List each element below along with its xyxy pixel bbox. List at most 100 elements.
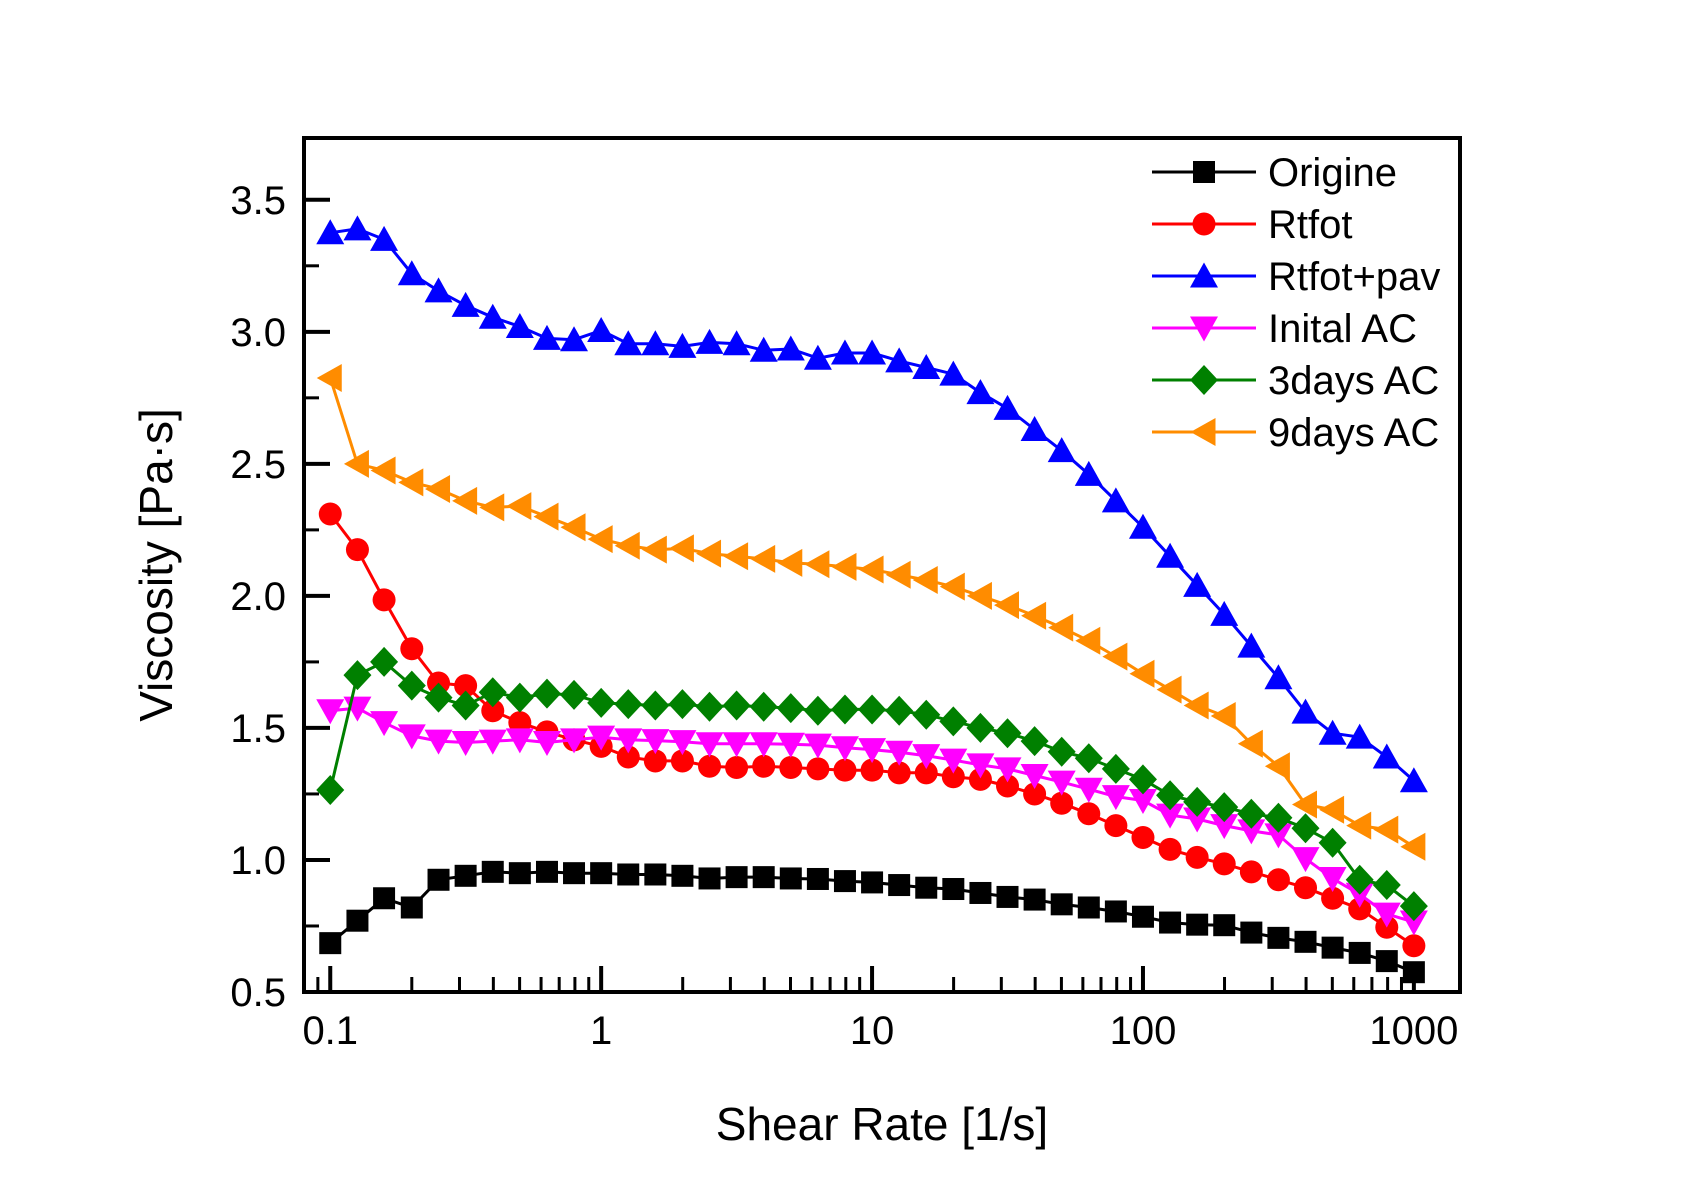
triangle-left-marker-icon — [452, 486, 478, 515]
circle-marker-icon — [806, 757, 830, 781]
square-marker-icon — [508, 862, 531, 885]
triangle-up-marker-icon — [1399, 767, 1428, 793]
triangle-up-marker-icon — [343, 215, 372, 241]
triangle-left-marker-icon — [858, 555, 884, 584]
diamond-marker-icon — [316, 774, 345, 805]
triangle-down-marker-icon — [1128, 789, 1157, 815]
diamond-marker-icon — [695, 691, 724, 722]
circle-marker-icon — [914, 761, 938, 785]
triangle-up-marker-icon — [722, 330, 751, 356]
triangle-down-marker-icon — [1183, 807, 1212, 833]
circle-marker-icon — [1023, 782, 1047, 806]
y-tick-label: 1.5 — [230, 707, 286, 751]
circle-marker-icon — [1158, 837, 1182, 861]
diamond-marker-icon — [885, 695, 914, 726]
y-tick-label: 2.5 — [230, 443, 286, 487]
diamond-marker-icon — [505, 682, 534, 713]
triangle-down-marker-icon — [1318, 866, 1347, 892]
circle-marker-icon — [1077, 802, 1101, 826]
triangle-up-marker-icon — [478, 303, 507, 329]
triangle-down-marker-icon — [803, 733, 832, 759]
circle-marker-icon — [1185, 845, 1209, 869]
diamond-marker-icon — [1074, 743, 1103, 774]
diamond-marker-icon — [912, 699, 941, 730]
legend-item-rtfot-pav: Rtfot+pav — [1152, 255, 1440, 299]
triangle-left-marker-icon — [1264, 752, 1290, 781]
square-marker-icon — [1267, 926, 1290, 949]
triangle-left-marker-icon — [750, 544, 776, 573]
diamond-marker-icon — [1210, 792, 1239, 823]
triangle-down-marker-icon — [830, 736, 859, 762]
square-marker-icon — [888, 874, 911, 897]
square-marker-icon — [481, 860, 504, 883]
square-marker-icon — [1023, 888, 1046, 911]
square-marker-icon — [1186, 913, 1209, 936]
triangle-up-marker-icon — [1128, 513, 1157, 539]
triangle-up-marker-icon — [1372, 743, 1401, 769]
diamond-marker-icon — [776, 693, 805, 724]
triangle-up-marker-icon — [1318, 719, 1347, 745]
triangle-up-marker-icon — [1291, 698, 1320, 724]
triangle-down-marker-icon — [1210, 814, 1239, 840]
diamond-marker-icon — [1345, 864, 1374, 895]
square-marker-icon — [617, 863, 640, 886]
triangle-down-marker-icon — [1047, 770, 1076, 796]
circle-marker-icon — [1402, 934, 1426, 958]
legend-triangle-down-icon — [1190, 316, 1218, 342]
triangle-up-marker-icon — [803, 344, 832, 370]
diamond-marker-icon — [1318, 827, 1347, 858]
axes-box — [302, 136, 1462, 994]
circle-marker-icon — [941, 765, 965, 789]
circle-marker-icon — [1348, 897, 1372, 921]
triangle-left-marker-icon — [533, 502, 559, 531]
diamond-marker-icon — [1156, 780, 1185, 811]
plot-area: 0.5 1.0 1.5 2.0 2.5 3.0 3.5 0.1 1 10 100 1000 — [230, 136, 1462, 1053]
legend-square-icon — [1193, 161, 1215, 183]
triangle-up-marker-icon — [397, 260, 426, 286]
triangle-up-marker-icon — [776, 335, 805, 361]
circle-marker-icon — [996, 774, 1020, 798]
square-marker-icon — [319, 932, 342, 955]
diamond-marker-icon — [370, 646, 399, 677]
triangle-left-marker-icon — [994, 591, 1020, 620]
y-axis-ticks: 0.5 1.0 1.5 2.0 2.5 3.0 3.5 — [230, 179, 330, 1015]
triangle-down-marker-icon — [478, 729, 507, 755]
triangle-left-marker-icon — [804, 550, 830, 579]
circle-marker-icon — [345, 538, 369, 562]
triangle-down-marker-icon — [993, 757, 1022, 783]
triangle-up-marker-icon — [1101, 487, 1130, 513]
diamond-marker-icon — [722, 690, 751, 721]
square-marker-icon — [590, 862, 613, 885]
circle-marker-icon — [616, 745, 640, 769]
triangle-left-marker-icon — [1102, 642, 1128, 671]
legend-label: Rtfot+pav — [1268, 255, 1440, 299]
triangle-down-marker-icon — [1264, 823, 1293, 849]
square-marker-icon — [698, 867, 721, 890]
triangle-down-marker-icon — [1020, 763, 1049, 789]
square-marker-icon — [1050, 893, 1073, 916]
diamond-marker-icon — [1399, 891, 1428, 922]
legend-item-inital-ac: Inital AC — [1152, 307, 1417, 351]
triangle-down-marker-icon — [966, 753, 995, 779]
triangle-down-marker-icon — [1372, 902, 1401, 928]
circle-marker-icon — [1050, 791, 1074, 815]
triangle-left-marker-icon — [831, 552, 857, 581]
circle-marker-icon — [1294, 876, 1318, 900]
x-tick-label: 10 — [850, 1009, 895, 1053]
triangle-left-marker-icon — [1183, 691, 1209, 720]
square-marker-icon — [1240, 921, 1263, 944]
diamond-marker-icon — [939, 706, 968, 737]
triangle-left-marker-icon — [1237, 729, 1263, 758]
triangle-left-marker-icon — [398, 468, 424, 497]
diamond-marker-icon — [478, 677, 507, 708]
legend-item-origine: Origine — [1152, 151, 1397, 195]
diamond-marker-icon — [641, 690, 670, 721]
triangle-up-marker-icon — [532, 324, 561, 350]
triangle-left-marker-icon — [614, 531, 640, 560]
diamond-marker-icon — [1020, 726, 1049, 757]
circle-marker-icon — [968, 767, 992, 791]
diamond-marker-icon — [858, 694, 887, 725]
triangle-left-marker-icon — [370, 456, 396, 485]
triangle-up-marker-icon — [966, 379, 995, 405]
